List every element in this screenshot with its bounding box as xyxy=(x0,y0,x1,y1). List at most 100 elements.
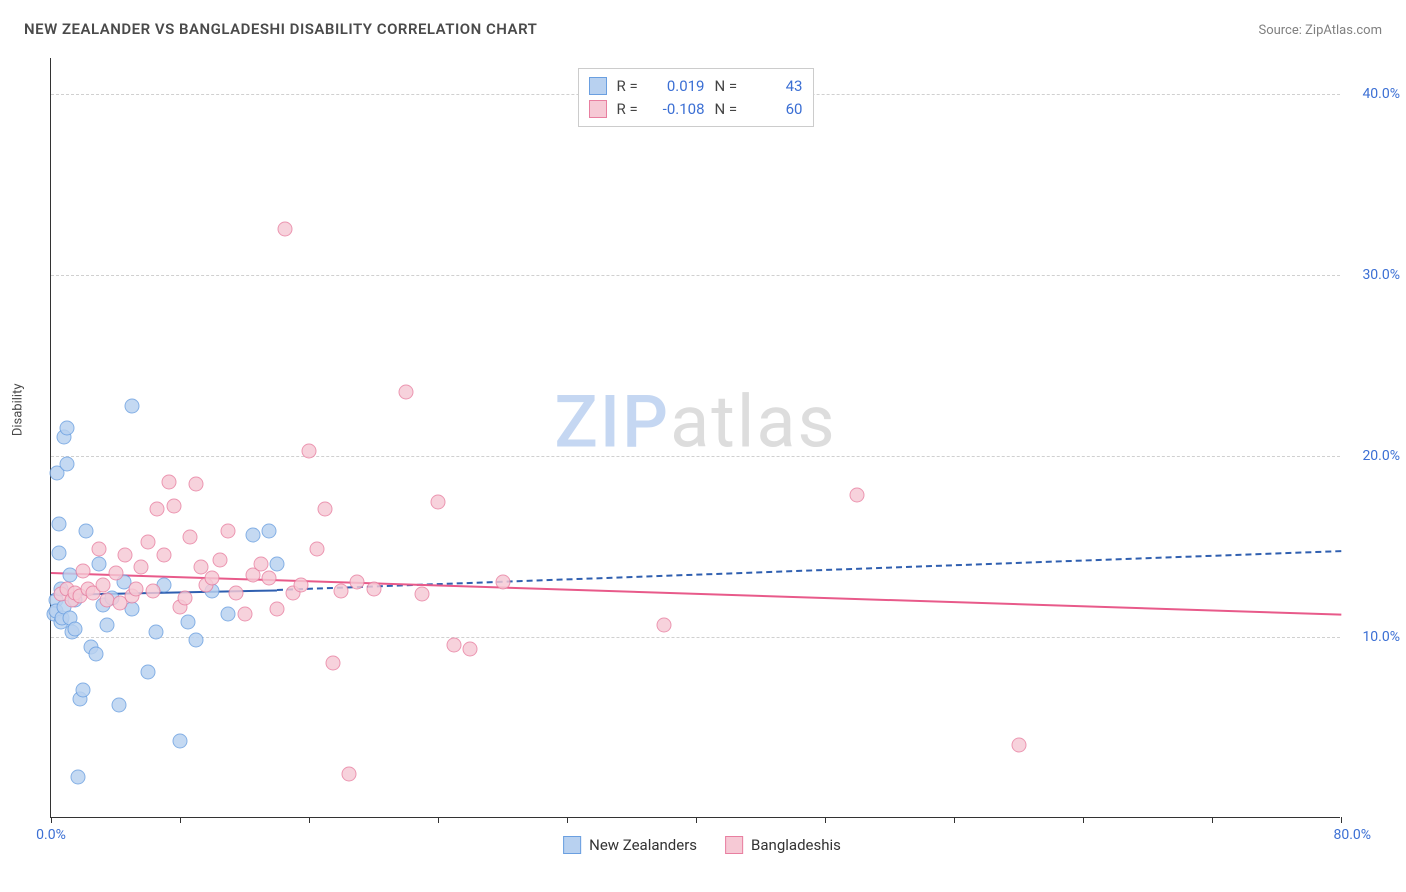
legend-series-label: New Zealanders xyxy=(589,836,697,854)
data-point xyxy=(253,556,268,571)
x-tick xyxy=(1212,817,1213,823)
data-point xyxy=(221,524,236,539)
data-point xyxy=(140,665,155,680)
data-point xyxy=(463,641,478,656)
y-tick-label: 10.0% xyxy=(1350,629,1400,645)
gridline xyxy=(51,456,1340,457)
x-tick xyxy=(309,817,310,823)
legend-swatch xyxy=(589,77,607,95)
x-tick xyxy=(954,817,955,823)
data-point xyxy=(161,475,176,490)
data-point xyxy=(326,656,341,671)
data-point xyxy=(205,571,220,586)
data-point xyxy=(68,621,83,636)
data-point xyxy=(213,553,228,568)
data-point xyxy=(60,457,75,472)
data-point xyxy=(92,542,107,557)
data-point xyxy=(108,565,123,580)
data-point xyxy=(156,547,171,562)
legend-n-value: 43 xyxy=(753,75,803,98)
data-point xyxy=(1011,737,1026,752)
data-point xyxy=(269,556,284,571)
x-tick-label-first: 0.0% xyxy=(36,827,66,843)
gridline xyxy=(51,637,1340,638)
data-point xyxy=(52,545,67,560)
x-tick xyxy=(696,817,697,823)
data-point xyxy=(111,697,126,712)
data-point xyxy=(182,529,197,544)
legend-r-label: R = xyxy=(617,98,645,121)
data-point xyxy=(79,524,94,539)
data-point xyxy=(76,563,91,578)
chart-header: NEW ZEALANDER VS BANGLADESHI DISABILITY … xyxy=(0,0,1406,46)
data-point xyxy=(173,734,188,749)
data-point xyxy=(342,766,357,781)
legend-r-value: -0.108 xyxy=(655,98,705,121)
watermark: ZIPatlas xyxy=(554,380,836,465)
data-point xyxy=(293,578,308,593)
data-point xyxy=(318,502,333,517)
data-point xyxy=(398,384,413,399)
data-point xyxy=(850,487,865,502)
data-point xyxy=(129,582,144,597)
legend-swatch xyxy=(589,100,607,118)
data-point xyxy=(177,591,192,606)
data-point xyxy=(150,502,165,517)
chart-title: NEW ZEALANDER VS BANGLADESHI DISABILITY … xyxy=(24,20,537,38)
data-point xyxy=(656,618,671,633)
data-point xyxy=(261,571,276,586)
data-point xyxy=(134,560,149,575)
data-point xyxy=(277,221,292,236)
legend-series-item: New Zealanders xyxy=(563,836,697,854)
x-tick-label-last: 80.0% xyxy=(1333,827,1371,843)
legend-n-label: N = xyxy=(715,98,743,121)
legend-series: New Zealanders Bangladeshis xyxy=(563,836,841,854)
y-tick-label: 30.0% xyxy=(1350,267,1400,283)
chart-container: Disability ZIPatlas R =0.019N =43R =-0.1… xyxy=(22,50,1382,860)
gridline xyxy=(51,275,1340,276)
data-point xyxy=(366,582,381,597)
data-point xyxy=(60,420,75,435)
legend-stats-row: R =0.019N =43 xyxy=(589,75,803,98)
data-point xyxy=(261,524,276,539)
data-point xyxy=(229,585,244,600)
data-point xyxy=(221,607,236,622)
legend-swatch xyxy=(725,836,743,854)
y-tick-label: 20.0% xyxy=(1350,448,1400,464)
data-point xyxy=(100,618,115,633)
x-tick xyxy=(1083,817,1084,823)
data-point xyxy=(95,578,110,593)
data-point xyxy=(124,399,139,414)
legend-stats: R =0.019N =43R = -0.108 N = 60 xyxy=(578,68,814,127)
legend-stats-row: R = -0.108 N = 60 xyxy=(589,98,803,121)
legend-series-label: Bangladeshis xyxy=(751,836,841,854)
data-point xyxy=(181,614,196,629)
legend-n-value: 60 xyxy=(753,98,803,121)
data-point xyxy=(269,601,284,616)
data-point xyxy=(495,574,510,589)
x-tick xyxy=(51,817,52,823)
data-point xyxy=(118,547,133,562)
data-point xyxy=(334,583,349,598)
data-point xyxy=(447,638,462,653)
data-point xyxy=(302,444,317,459)
y-tick-label: 40.0% xyxy=(1350,86,1400,102)
data-point xyxy=(237,607,252,622)
data-point xyxy=(92,556,107,571)
data-point xyxy=(71,770,86,785)
data-point xyxy=(76,683,91,698)
data-point xyxy=(350,574,365,589)
legend-series-item: Bangladeshis xyxy=(725,836,841,854)
x-tick xyxy=(180,817,181,823)
data-point xyxy=(245,527,260,542)
data-point xyxy=(140,534,155,549)
data-point xyxy=(189,477,204,492)
plot-area: ZIPatlas R =0.019N =43R =-0.108N =60 10.… xyxy=(50,58,1340,818)
data-point xyxy=(431,495,446,510)
legend-r-value: 0.019 xyxy=(655,75,705,98)
data-point xyxy=(52,516,67,531)
data-point xyxy=(148,625,163,640)
x-tick xyxy=(438,817,439,823)
legend-swatch xyxy=(563,836,581,854)
data-point xyxy=(189,632,204,647)
